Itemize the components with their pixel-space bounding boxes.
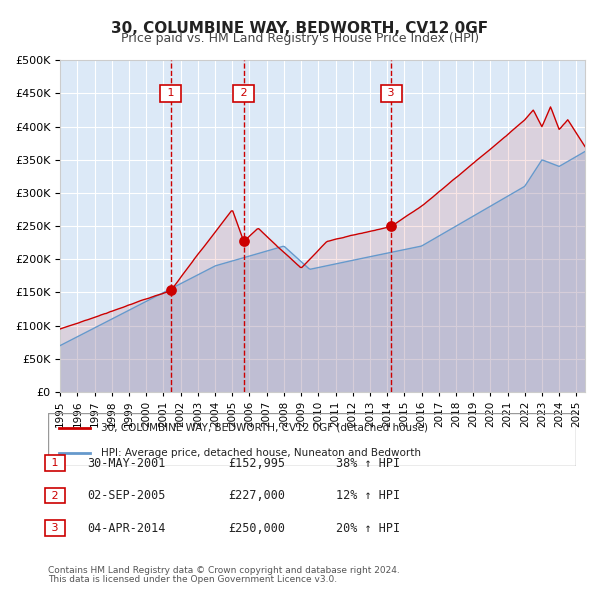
Text: 2: 2 — [48, 491, 62, 500]
Text: 38% ↑ HPI: 38% ↑ HPI — [336, 457, 400, 470]
Text: 2: 2 — [237, 88, 251, 99]
Text: 04-APR-2014: 04-APR-2014 — [87, 522, 166, 535]
Point — [166, 286, 175, 295]
Text: 20% ↑ HPI: 20% ↑ HPI — [336, 522, 400, 535]
Text: 30, COLUMBINE WAY, BEDWORTH, CV12 0GF: 30, COLUMBINE WAY, BEDWORTH, CV12 0GF — [112, 21, 488, 35]
Text: Price paid vs. HM Land Registry's House Price Index (HPI): Price paid vs. HM Land Registry's House … — [121, 32, 479, 45]
Text: Contains HM Land Registry data © Crown copyright and database right 2024.: Contains HM Land Registry data © Crown c… — [48, 566, 400, 575]
Text: 12% ↑ HPI: 12% ↑ HPI — [336, 489, 400, 502]
Text: 30, COLUMBINE WAY, BEDWORTH, CV12 0GF (detached house): 30, COLUMBINE WAY, BEDWORTH, CV12 0GF (d… — [101, 423, 428, 433]
Text: 02-SEP-2005: 02-SEP-2005 — [87, 489, 166, 502]
Text: 1: 1 — [48, 458, 62, 468]
Text: £152,995: £152,995 — [228, 457, 285, 470]
Text: This data is licensed under the Open Government Licence v3.0.: This data is licensed under the Open Gov… — [48, 575, 337, 584]
Text: 3: 3 — [385, 88, 398, 99]
Point — [386, 221, 396, 231]
Text: 1: 1 — [164, 88, 178, 99]
Point — [239, 237, 248, 246]
Text: £227,000: £227,000 — [228, 489, 285, 502]
Text: 30-MAY-2001: 30-MAY-2001 — [87, 457, 166, 470]
Text: HPI: Average price, detached house, Nuneaton and Bedworth: HPI: Average price, detached house, Nune… — [101, 448, 421, 458]
Text: 3: 3 — [48, 523, 62, 533]
Text: £250,000: £250,000 — [228, 522, 285, 535]
